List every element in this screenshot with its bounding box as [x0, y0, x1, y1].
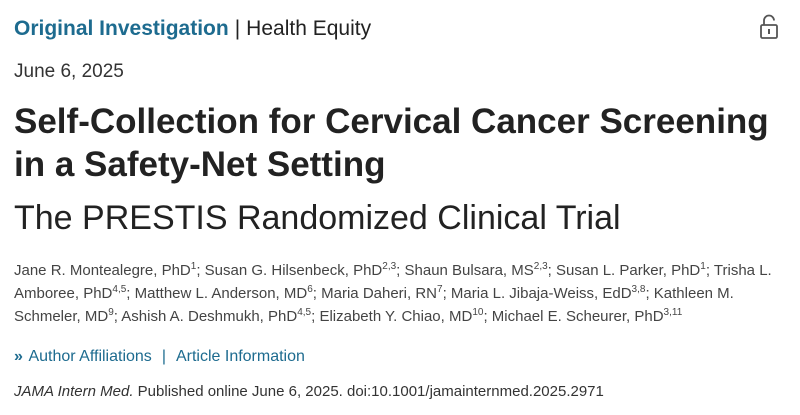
author-affiliation-number: 3,11	[663, 307, 683, 318]
open-lock-icon[interactable]	[759, 14, 779, 40]
author-affiliation-number: 4,5	[297, 307, 312, 318]
author-separator: ;	[705, 262, 714, 279]
author-item[interactable]: Trisha L. Amboree, PhD4,5	[14, 262, 772, 302]
author-separator: ;	[126, 285, 135, 302]
author-separator: ;	[196, 262, 205, 279]
author-name[interactable]: Matthew L. Anderson, MD	[134, 285, 308, 302]
author-affiliation-number: 3,8	[631, 284, 646, 295]
author-affiliation-number: 2,3	[533, 261, 548, 272]
section-separator: |	[234, 17, 241, 40]
author-item[interactable]: Jane R. Montealegre, PhD1	[14, 261, 197, 280]
author-item[interactable]: Maria Daheri, RN7	[321, 284, 443, 303]
author-name[interactable]: Michael E. Scheurer, PhD	[491, 308, 664, 325]
author-item[interactable]: Kathleen M. Schmeler, MD9	[14, 285, 734, 325]
author-affiliation-number: 9	[108, 307, 114, 318]
author-name[interactable]: Maria L. Jibaja-Weiss, EdD	[450, 285, 632, 302]
article-information-link[interactable]: Article Information	[175, 348, 305, 365]
open-lock-icon-svg	[760, 14, 778, 39]
author-name[interactable]: Maria Daheri, RN	[321, 285, 438, 302]
article-topic[interactable]: Health Equity	[246, 17, 372, 40]
author-name[interactable]: Susan L. Parker, PhD	[556, 262, 701, 279]
article-subtitle: The PRESTIS Randomized Clinical Trial	[14, 199, 621, 237]
citation: JAMA Intern Med. Published online June 6…	[14, 383, 604, 400]
author-affiliation-number: 1	[190, 261, 197, 272]
author-item[interactable]: Shaun Bulsara, MS2,3	[404, 261, 548, 280]
links-divider: |	[161, 348, 166, 365]
author-affiliation-number: 7	[437, 284, 443, 295]
author-name[interactable]: Susan G. Hilsenbeck, PhD	[204, 262, 383, 279]
author-separator: ;	[547, 262, 557, 279]
section-label: Original Investigation | Health Equity	[14, 16, 371, 42]
publication-date: June 6, 2025	[14, 61, 124, 82]
author-affiliation-number: 2,3	[382, 261, 397, 272]
author-affiliation-number: 4,5	[112, 284, 127, 295]
author-name[interactable]: Trisha L. Amboree, PhD	[14, 262, 772, 302]
author-separator: ;	[396, 262, 405, 279]
chevron-right-icon[interactable]: »	[14, 348, 23, 365]
author-item[interactable]: Matthew L. Anderson, MD6	[134, 284, 313, 303]
author-item[interactable]: Michael E. Scheurer, PhD3,11	[491, 307, 683, 326]
author-name[interactable]: Jane R. Montealegre, PhD	[14, 262, 191, 279]
author-item[interactable]: Elizabeth Y. Chiao, MD10	[319, 307, 484, 326]
author-item[interactable]: Susan L. Parker, PhD1	[556, 261, 706, 280]
article-links: » Author Affiliations | Article Informatio…	[14, 348, 305, 366]
author-item[interactable]: Ashish A. Deshmukh, PhD4,5	[121, 307, 312, 326]
author-list: Jane R. Montealegre, PhD1; Susan G. Hils…	[14, 259, 774, 328]
citation-journal: JAMA Intern Med.	[14, 383, 134, 400]
author-separator: ;	[645, 285, 654, 302]
author-affiliations-link[interactable]: Author Affiliations	[28, 348, 152, 365]
author-separator: ;	[483, 308, 492, 325]
author-item[interactable]: Susan G. Hilsenbeck, PhD2,3	[204, 261, 397, 280]
author-affiliation-number: 1	[700, 261, 706, 272]
author-affiliation-number: 6	[307, 284, 313, 295]
author-name[interactable]: Shaun Bulsara, MS	[404, 262, 534, 279]
author-affiliation-number: 10	[472, 307, 484, 318]
article-title: Self-Collection for Cervical Cancer Scre…	[14, 102, 769, 184]
article-type[interactable]: Original Investigation	[14, 17, 229, 40]
citation-details: Published online June 6, 2025. doi:10.10…	[133, 383, 604, 400]
author-separator: ;	[312, 285, 322, 302]
author-name[interactable]: Elizabeth Y. Chiao, MD	[319, 308, 473, 325]
author-name[interactable]: Kathleen M. Schmeler, MD	[14, 285, 734, 325]
author-item[interactable]: Maria L. Jibaja-Weiss, EdD3,8	[450, 284, 646, 303]
author-separator: ;	[113, 308, 122, 325]
author-separator: ;	[442, 285, 451, 302]
author-name[interactable]: Ashish A. Deshmukh, PhD	[121, 308, 298, 325]
author-separator: ;	[311, 308, 320, 325]
